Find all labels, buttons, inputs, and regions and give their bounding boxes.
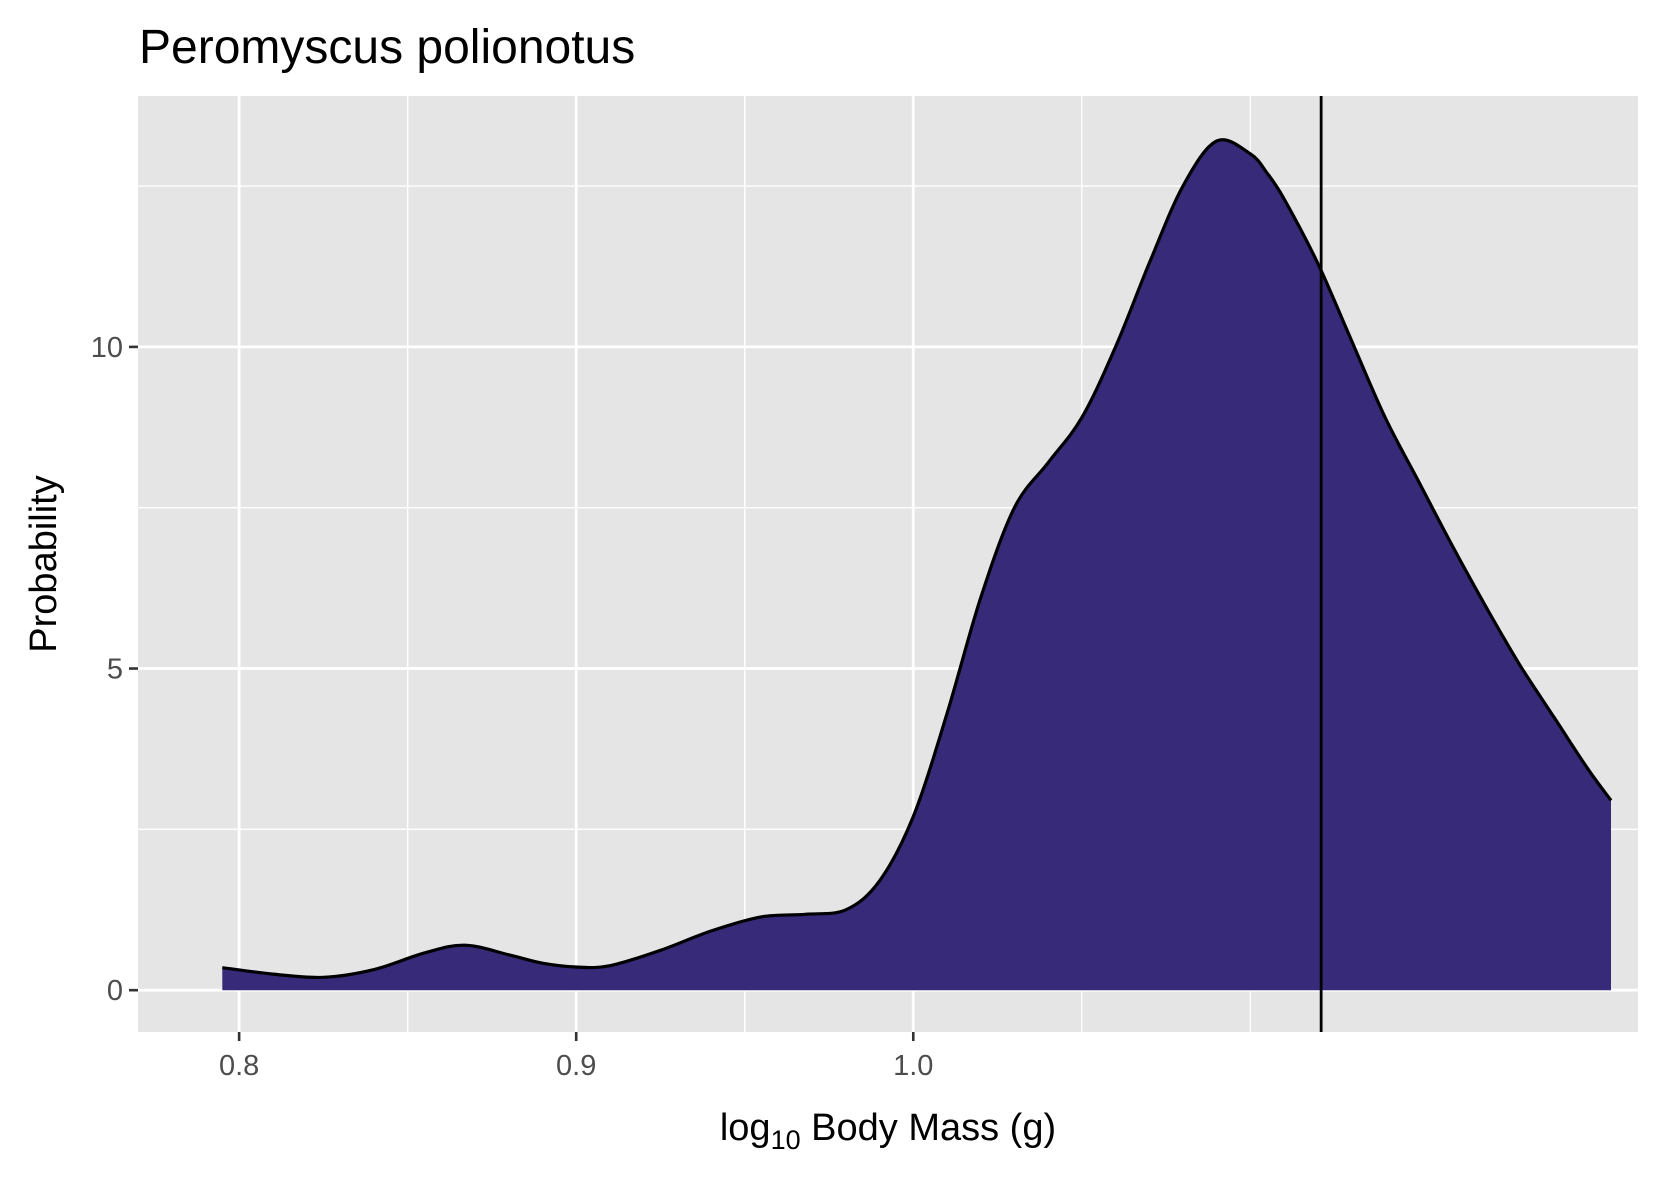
density-area (222, 139, 1611, 991)
y-tick-label: 5 (107, 654, 123, 686)
y-tick-label: 10 (91, 332, 123, 364)
x-tick-label: 0.9 (556, 1050, 596, 1082)
x-axis-title: log10 Body Mass (g) (720, 1107, 1056, 1155)
x-axis-title-log: log (720, 1107, 771, 1149)
y-tick-label: 0 (107, 975, 123, 1007)
chart-title: Peromyscus polionotus (139, 21, 635, 74)
density-curve (222, 138, 1613, 980)
x-tick-label: 0.8 (219, 1050, 259, 1082)
x-axis-title-rest: Body Mass (g) (801, 1107, 1057, 1149)
x-axis: 0.8 0.9 1.0 (219, 1032, 933, 1082)
y-axis-title: Probability (23, 475, 65, 652)
x-tick-label: 1.0 (893, 1050, 933, 1082)
x-axis-title-subscript: 10 (771, 1125, 801, 1155)
y-axis: 0 5 10 (91, 332, 138, 1007)
